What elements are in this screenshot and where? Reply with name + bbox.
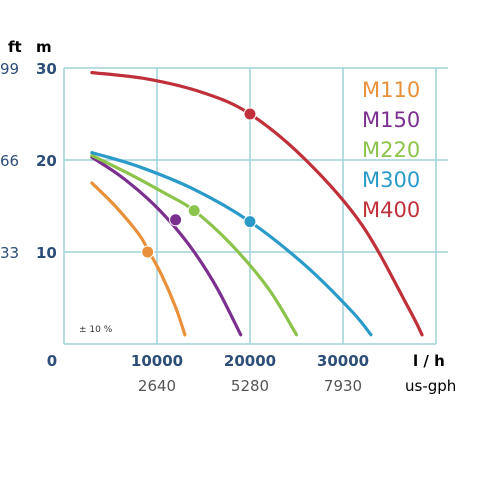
y-ft-label: 33: [0, 244, 19, 262]
x-tick-label: 0: [47, 352, 57, 370]
x-tick-label: 20000: [224, 352, 276, 370]
x-unit-usgph: us-gph: [405, 377, 456, 395]
legend: M110 M150 M220 M300 M400: [362, 78, 420, 222]
x-secondary-label: 5280: [231, 377, 269, 395]
x-tick-label: 30000: [317, 352, 369, 370]
x-tick-label: 10000: [131, 352, 183, 370]
y-unit-m: m: [36, 38, 52, 56]
x-secondary-label: 2640: [138, 377, 176, 395]
legend-m400: M400: [362, 198, 420, 222]
marker-m300: [243, 215, 257, 229]
y-unit-ft: ft: [8, 38, 22, 56]
marker-m150: [169, 213, 183, 227]
grid: [63, 67, 448, 345]
curve-m400: [90, 71, 424, 337]
marker-m400: [243, 107, 257, 121]
legend-m110: M110: [362, 78, 420, 102]
curve-m110: [90, 181, 187, 337]
legend-m150: M150: [362, 108, 420, 132]
legend-m220: M220: [362, 138, 420, 162]
tolerance-note: ± 10 %: [79, 325, 113, 335]
y-tick-label: 20: [36, 152, 57, 170]
y-tick-label: 30: [36, 60, 57, 78]
axis-ticks: ft m l / h us-gph 10 33 20 66 30 99 0 10000 2640…: [0, 38, 456, 395]
curve-m150: [90, 155, 243, 337]
x-unit-lh: l / h: [413, 352, 445, 370]
y-ft-label: 99: [0, 60, 19, 78]
marker-m110: [141, 245, 155, 259]
curve-m220: [90, 153, 299, 337]
marker-m220: [187, 204, 201, 218]
y-ft-label: 66: [0, 152, 19, 170]
legend-m300: M300: [362, 168, 420, 192]
series: [90, 71, 424, 337]
y-tick-label: 10: [36, 244, 57, 262]
x-secondary-label: 7930: [324, 377, 362, 395]
